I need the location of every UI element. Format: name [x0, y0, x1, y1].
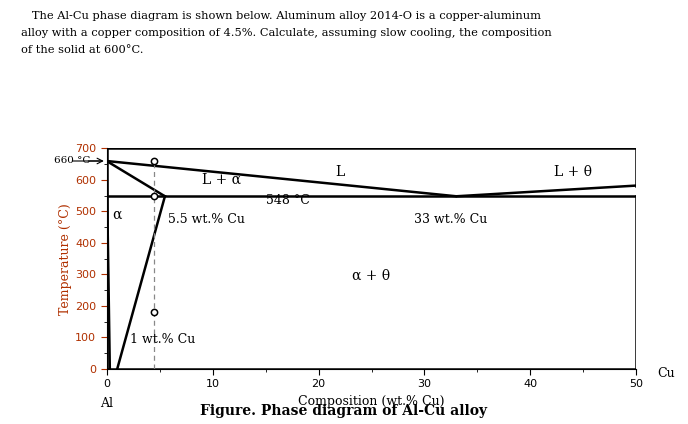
Text: α + θ: α + θ	[352, 269, 391, 283]
Text: L: L	[335, 165, 345, 179]
Text: 33 wt.% Cu: 33 wt.% Cu	[414, 213, 487, 226]
Text: Cu: Cu	[658, 367, 675, 380]
Y-axis label: Temperature (°C): Temperature (°C)	[59, 203, 72, 315]
Text: L + θ: L + θ	[554, 165, 592, 179]
Text: The Al-Cu phase diagram is shown below. Aluminum alloy 2014-O is a copper-alumin: The Al-Cu phase diagram is shown below. …	[21, 11, 541, 21]
Text: of the solid at 600°C.: of the solid at 600°C.	[21, 45, 143, 55]
Text: Al: Al	[100, 397, 113, 410]
Text: 5.5 wt.% Cu: 5.5 wt.% Cu	[168, 213, 245, 226]
Text: Figure. Phase diagram of Al-Cu alloy: Figure. Phase diagram of Al-Cu alloy	[200, 404, 488, 418]
Text: α: α	[113, 207, 122, 222]
Text: 660 °C: 660 °C	[54, 156, 91, 165]
Text: 1 wt.% Cu: 1 wt.% Cu	[130, 333, 195, 346]
Text: L + α: L + α	[202, 173, 241, 187]
X-axis label: Composition (wt.% Cu): Composition (wt.% Cu)	[299, 395, 444, 408]
Text: 548 °C: 548 °C	[266, 193, 310, 206]
Text: alloy with a copper composition of 4.5%. Calculate, assuming slow cooling, the c: alloy with a copper composition of 4.5%.…	[21, 28, 551, 38]
